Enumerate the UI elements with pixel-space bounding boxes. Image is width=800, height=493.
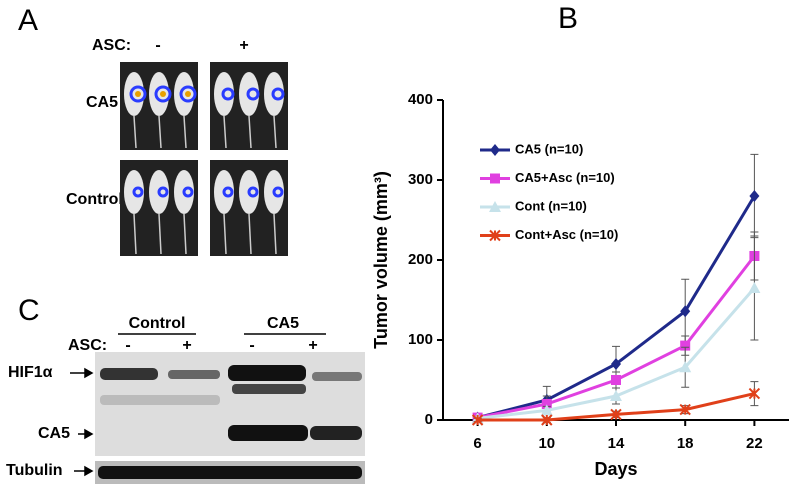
x-tick-label: 10 bbox=[538, 435, 555, 452]
marker bbox=[541, 399, 552, 409]
y-tick-label: 0 bbox=[425, 411, 433, 428]
tubulin-band bbox=[98, 466, 362, 479]
signal bbox=[222, 186, 234, 198]
marker bbox=[611, 375, 621, 385]
mouse-tail bbox=[248, 115, 252, 149]
y-tick-label: 100 bbox=[408, 331, 433, 348]
legend-marker bbox=[490, 173, 500, 184]
x-tick-label: 14 bbox=[608, 435, 625, 452]
marker bbox=[541, 414, 553, 426]
mouse-tail bbox=[133, 213, 137, 255]
signal bbox=[132, 186, 144, 198]
group-label: CA5 bbox=[267, 315, 299, 332]
signal bbox=[129, 85, 147, 103]
marker bbox=[679, 361, 692, 373]
marker bbox=[540, 404, 553, 416]
mouse-tail bbox=[223, 115, 227, 149]
group-label: Control bbox=[129, 315, 186, 332]
asc-label: ASC: bbox=[68, 337, 107, 354]
signal bbox=[182, 186, 194, 198]
mouse-tail bbox=[183, 213, 187, 255]
condition-label: - bbox=[249, 337, 254, 354]
marker bbox=[471, 414, 484, 426]
x-tick-label: 6 bbox=[473, 435, 481, 452]
arrows bbox=[70, 367, 94, 477]
mouse-tail bbox=[158, 213, 162, 255]
marker bbox=[679, 403, 691, 416]
mouse-images bbox=[120, 62, 288, 256]
panel-label: A bbox=[18, 4, 38, 37]
mouse-tail bbox=[158, 115, 162, 149]
marker bbox=[611, 358, 621, 370]
signal bbox=[157, 186, 169, 198]
condition-label: - bbox=[125, 337, 130, 354]
signal bbox=[271, 87, 285, 101]
marker bbox=[748, 387, 761, 400]
condition-label: + bbox=[239, 37, 248, 54]
mouse-tail bbox=[273, 213, 277, 255]
mouse-tail bbox=[183, 115, 187, 149]
marker bbox=[610, 390, 622, 401]
panel-label: B bbox=[558, 2, 578, 35]
legend-label: Cont (n=10) bbox=[515, 198, 587, 213]
signal bbox=[246, 87, 260, 101]
row-label: CA5 bbox=[86, 94, 118, 111]
legend-marker bbox=[490, 144, 500, 156]
mouse-tail bbox=[223, 213, 227, 255]
signal bbox=[221, 87, 235, 101]
signal-core bbox=[185, 91, 191, 97]
marker bbox=[680, 305, 691, 318]
condition-label: + bbox=[182, 337, 191, 354]
band-label: HIF1α bbox=[8, 364, 53, 381]
legend-label: Cont+Asc (n=10) bbox=[515, 227, 618, 242]
signal-core bbox=[160, 91, 166, 97]
y-tick-label: 300 bbox=[408, 171, 433, 188]
mouse bbox=[124, 72, 144, 116]
mouse-tail bbox=[273, 115, 277, 149]
marker bbox=[610, 408, 622, 421]
condition-label: - bbox=[155, 37, 160, 54]
mouse bbox=[174, 72, 194, 116]
signal-core bbox=[135, 91, 141, 97]
band-label: CA5 bbox=[38, 425, 70, 442]
row-label: Control bbox=[66, 191, 123, 208]
signal bbox=[272, 186, 284, 198]
x-tick-label: 22 bbox=[746, 435, 763, 452]
asc-label: ASC: bbox=[92, 37, 131, 54]
marker bbox=[749, 190, 760, 202]
mouse bbox=[149, 72, 169, 116]
x-tick-label: 18 bbox=[677, 435, 694, 452]
y-tick-label: 200 bbox=[408, 251, 433, 268]
legend-marker bbox=[489, 229, 501, 242]
x-axis-label: Days bbox=[594, 459, 637, 479]
signal bbox=[247, 186, 259, 198]
legend-label: CA5 (n=10) bbox=[515, 141, 583, 156]
mouse-tail bbox=[248, 213, 252, 255]
condition-label: + bbox=[308, 337, 317, 354]
loading-label: Tubulin bbox=[6, 462, 63, 479]
legend-label: CA5+Asc (n=10) bbox=[515, 170, 615, 185]
y-axis-label: Tumor volume (mm³) bbox=[371, 171, 391, 349]
blot-bands bbox=[100, 365, 362, 441]
legend-marker bbox=[489, 201, 501, 212]
marker bbox=[748, 282, 761, 293]
signal bbox=[179, 85, 197, 103]
panel-label: C bbox=[18, 294, 40, 327]
marker bbox=[680, 340, 691, 351]
signal bbox=[154, 85, 172, 103]
mouse-tail bbox=[133, 115, 137, 149]
y-tick-label: 400 bbox=[408, 91, 433, 108]
